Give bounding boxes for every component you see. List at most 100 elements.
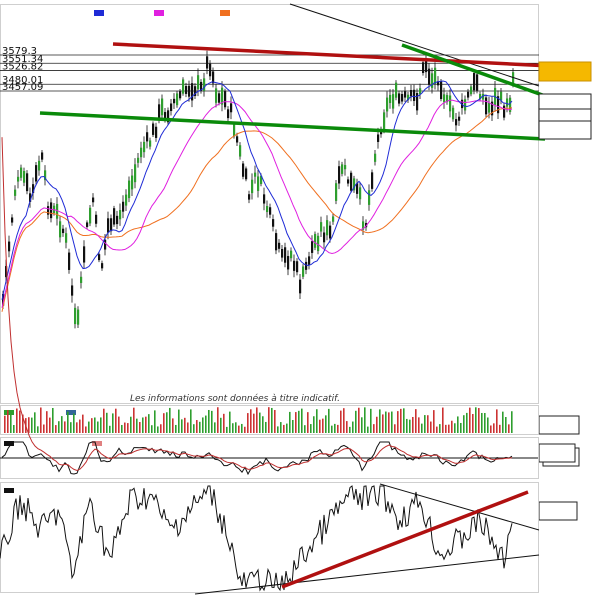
candle-body bbox=[419, 88, 422, 95]
volume-bar bbox=[418, 417, 420, 433]
candle-body bbox=[215, 88, 218, 103]
volume-bar bbox=[322, 418, 324, 433]
volume-bar bbox=[307, 412, 309, 433]
volume-bar bbox=[166, 412, 168, 433]
volume-bar bbox=[337, 424, 339, 433]
volume-legend-swatch-2 bbox=[66, 410, 76, 415]
moving-average-short-line bbox=[1, 80, 513, 300]
legend-swatch-3 bbox=[220, 10, 230, 16]
volume-bar bbox=[217, 407, 219, 433]
candle-body bbox=[242, 163, 245, 177]
volume-bar bbox=[67, 411, 69, 433]
volume-bar bbox=[82, 414, 84, 433]
candle-body bbox=[350, 172, 353, 191]
volume-bar bbox=[244, 426, 246, 433]
volume-bar bbox=[406, 418, 408, 433]
candle-body bbox=[209, 63, 212, 77]
candle-body bbox=[488, 102, 491, 113]
volume-bar bbox=[430, 421, 432, 433]
volume-bar bbox=[412, 416, 414, 433]
candle-body bbox=[35, 165, 38, 182]
oscillator-line bbox=[1, 441, 513, 476]
volume-bar bbox=[373, 424, 375, 433]
candle-body bbox=[20, 167, 23, 178]
volume-bar bbox=[136, 418, 138, 433]
candle-body bbox=[230, 103, 233, 113]
volume-bar bbox=[193, 424, 195, 433]
candle-body bbox=[155, 126, 158, 138]
candle-body bbox=[299, 279, 302, 294]
volume-bar bbox=[22, 414, 24, 433]
candle-body bbox=[218, 93, 221, 103]
candle-body bbox=[194, 86, 197, 96]
oscillator-legend-swatch-2 bbox=[92, 441, 102, 446]
volume-bar bbox=[301, 408, 303, 433]
candle-body bbox=[473, 73, 476, 91]
volume-bar bbox=[424, 415, 426, 433]
volume-bar bbox=[382, 414, 384, 433]
volume-bar bbox=[334, 423, 336, 433]
volume-bar bbox=[427, 415, 429, 433]
candle-body bbox=[332, 216, 335, 222]
candle-body bbox=[134, 164, 137, 183]
candle-body bbox=[386, 97, 389, 112]
candle-body bbox=[356, 183, 359, 194]
volume-value-box bbox=[538, 415, 580, 435]
candle-body bbox=[146, 132, 149, 142]
candle-body bbox=[191, 83, 194, 101]
candle-body bbox=[176, 93, 179, 106]
volume-bar bbox=[52, 407, 54, 433]
candle-body bbox=[68, 252, 71, 270]
volume-bar bbox=[61, 416, 63, 433]
candle-body bbox=[491, 101, 494, 116]
volume-bar bbox=[121, 424, 123, 433]
candle-body bbox=[464, 99, 467, 111]
oscillator-value-box bbox=[538, 443, 576, 463]
candle-body bbox=[32, 184, 35, 194]
volume-bar bbox=[352, 421, 354, 433]
volume-bar bbox=[253, 413, 255, 433]
price-level-label: 3526.82 bbox=[2, 61, 43, 72]
volume-bar bbox=[367, 426, 369, 433]
volume-bar bbox=[220, 417, 222, 433]
volume-bar bbox=[235, 422, 237, 433]
candle-body bbox=[260, 175, 263, 184]
candle-body bbox=[164, 112, 167, 119]
volume-bar bbox=[169, 407, 171, 433]
main-panel-frame bbox=[0, 4, 539, 404]
volume-bar bbox=[160, 424, 162, 433]
volume-bar bbox=[313, 416, 315, 433]
volume-bar bbox=[394, 424, 396, 433]
volume-bar bbox=[127, 423, 129, 433]
volume-bar bbox=[331, 425, 333, 433]
candle-body bbox=[485, 97, 488, 115]
volume-bar bbox=[325, 415, 327, 433]
candle-body bbox=[89, 207, 92, 224]
volume-bar bbox=[469, 407, 471, 433]
volume-panel bbox=[0, 405, 539, 435]
candle-body bbox=[65, 233, 68, 243]
volume-bar bbox=[154, 410, 156, 433]
rsi-legend-swatch bbox=[4, 488, 14, 493]
volume-bar bbox=[490, 425, 492, 433]
candle-body bbox=[410, 89, 413, 97]
volume-bar bbox=[385, 411, 387, 433]
volume-bar bbox=[229, 411, 231, 433]
candle-body bbox=[182, 79, 185, 94]
candle-body bbox=[5, 266, 8, 278]
candle-body bbox=[455, 119, 458, 126]
volume-bar bbox=[403, 408, 405, 433]
volume-bar bbox=[484, 413, 486, 433]
volume-bar bbox=[463, 415, 465, 433]
candle-body bbox=[29, 193, 32, 202]
candle-body bbox=[272, 219, 275, 227]
volume-bar bbox=[10, 412, 12, 433]
resistance-trendline bbox=[112, 42, 591, 70]
candle-body bbox=[293, 260, 296, 271]
candle-body bbox=[77, 309, 80, 325]
volume-bar bbox=[115, 408, 117, 433]
volume-bar bbox=[196, 420, 198, 433]
candle-body bbox=[71, 285, 74, 296]
